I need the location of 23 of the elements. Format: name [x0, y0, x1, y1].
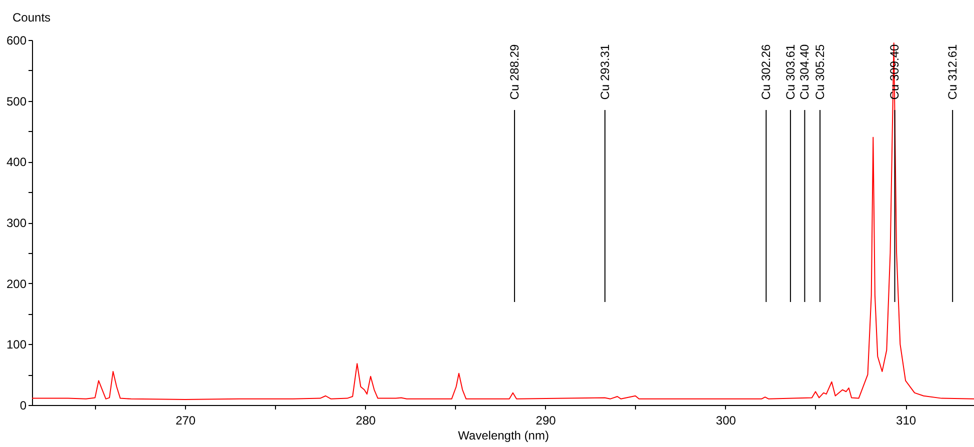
y-tick-label: 200 [6, 276, 27, 291]
ref-line-label: Cu 302.26 [759, 44, 774, 100]
line-series [32, 42, 974, 400]
ref-line-label: Cu 309.40 [888, 44, 902, 100]
ref-line-label: Cu 304.40 [798, 44, 812, 100]
y-axis-title: Counts [12, 10, 51, 24]
x-tick-label: 290 [536, 414, 556, 428]
y-tick-label: 300 [6, 216, 27, 230]
y-tick-label: 500 [6, 94, 27, 108]
y-tick-label: 600 [6, 34, 27, 48]
ref-line-label: Cu 305.25 [813, 44, 827, 100]
y-tick-label: 0 [20, 398, 27, 412]
ref-line-label: Cu 312.61 [946, 44, 960, 100]
y-tick-label: 400 [6, 155, 27, 170]
x-tick-label: 310 [896, 414, 916, 428]
x-axis-title: Wavelength (nm) [458, 428, 549, 442]
x-tick-label: 300 [716, 414, 736, 428]
x-tick-label: 280 [356, 414, 376, 428]
ref-line-label: Cu 293.31 [598, 44, 612, 100]
y-tick-label: 100 [6, 338, 27, 352]
ref-line-label: Cu 288.29 [508, 44, 522, 100]
x-tick-label: 270 [176, 414, 196, 428]
ref-line-label: Cu 303.61 [783, 44, 798, 100]
